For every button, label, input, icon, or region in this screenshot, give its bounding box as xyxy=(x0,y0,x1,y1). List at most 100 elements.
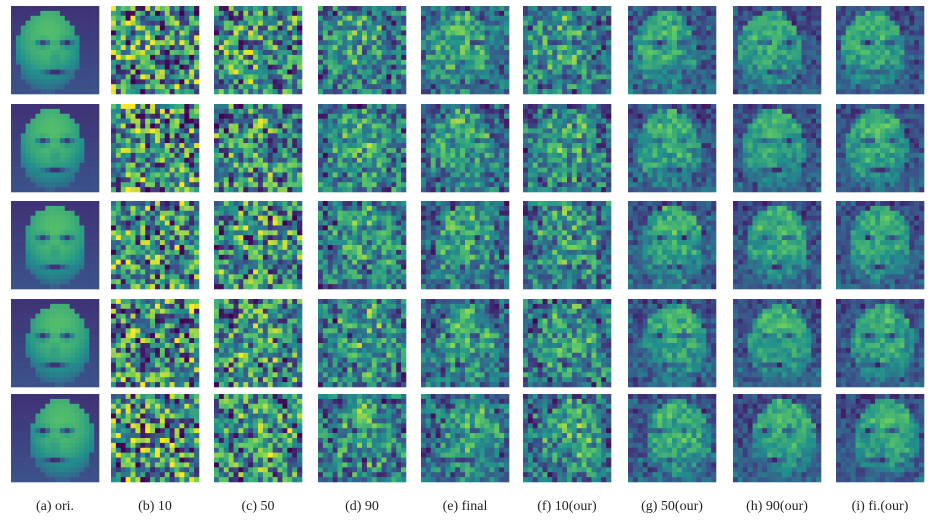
pixel xyxy=(297,124,302,129)
pixel xyxy=(84,50,89,55)
pixel xyxy=(885,6,890,11)
pixel xyxy=(441,177,446,182)
pixel xyxy=(219,109,224,114)
pixel xyxy=(767,70,772,75)
pixel xyxy=(21,133,26,138)
pixel xyxy=(711,45,716,50)
pixel xyxy=(116,114,121,119)
pixel xyxy=(179,45,184,50)
pixel xyxy=(587,128,592,133)
pixel xyxy=(194,109,199,114)
pixel xyxy=(533,50,538,55)
pixel xyxy=(194,89,199,94)
pixel xyxy=(338,177,343,182)
pixel xyxy=(150,182,155,187)
pixel xyxy=(50,143,55,148)
pixel xyxy=(70,35,75,40)
pixel xyxy=(135,60,140,65)
pixel xyxy=(263,104,268,109)
pixel xyxy=(638,11,643,16)
pixel xyxy=(890,89,895,94)
pixel xyxy=(116,26,121,31)
pixel xyxy=(450,35,455,40)
pixel xyxy=(111,138,116,143)
pixel xyxy=(470,65,475,70)
pixel xyxy=(170,50,175,55)
pixel xyxy=(121,30,126,35)
pixel xyxy=(648,6,653,11)
pixel xyxy=(875,30,880,35)
pixel xyxy=(382,21,387,26)
pixel xyxy=(234,138,239,143)
pixel xyxy=(591,84,596,89)
pixel xyxy=(753,60,758,65)
pixel xyxy=(767,21,772,26)
pixel xyxy=(890,60,895,65)
pixel xyxy=(367,74,372,79)
pixel xyxy=(696,124,701,129)
pixel xyxy=(372,35,377,40)
pixel xyxy=(782,26,787,31)
pixel xyxy=(421,158,426,163)
pixel xyxy=(460,133,465,138)
pixel xyxy=(21,45,26,50)
pixel xyxy=(485,177,490,182)
pixel xyxy=(65,182,70,187)
pixel xyxy=(377,84,382,89)
pixel xyxy=(258,124,263,129)
pixel xyxy=(480,89,485,94)
pixel xyxy=(65,79,70,84)
pixel xyxy=(65,133,70,138)
pixel xyxy=(352,153,357,158)
pixel xyxy=(465,16,470,21)
pixel xyxy=(475,50,480,55)
pixel xyxy=(140,65,145,70)
pixel xyxy=(426,148,431,153)
pixel xyxy=(465,11,470,16)
pixel xyxy=(567,30,572,35)
pixel xyxy=(421,35,426,40)
pixel xyxy=(238,26,243,31)
pixel xyxy=(733,35,738,40)
pixel xyxy=(145,138,150,143)
pixel xyxy=(121,84,126,89)
pixel xyxy=(591,153,596,158)
pixel xyxy=(480,109,485,114)
pixel xyxy=(382,158,387,163)
pixel xyxy=(538,35,543,40)
pixel xyxy=(562,109,567,114)
pixel xyxy=(890,84,895,89)
pixel xyxy=(489,16,494,21)
pixel xyxy=(297,172,302,177)
pixel xyxy=(338,45,343,50)
pixel xyxy=(263,133,268,138)
pixel xyxy=(189,168,194,173)
pixel xyxy=(248,74,253,79)
pixel xyxy=(677,60,682,65)
pixel xyxy=(753,74,758,79)
pixel xyxy=(263,21,268,26)
pixel xyxy=(528,153,533,158)
pixel xyxy=(801,84,806,89)
pixel xyxy=(601,74,606,79)
pixel xyxy=(367,168,372,173)
pixel xyxy=(89,55,94,60)
pixel xyxy=(234,148,239,153)
pixel xyxy=(273,158,278,163)
pixel xyxy=(706,79,711,84)
pixel xyxy=(450,109,455,114)
pixel xyxy=(126,172,131,177)
pixel xyxy=(184,89,189,94)
pixel xyxy=(533,153,538,158)
pixel xyxy=(441,50,446,55)
pixel xyxy=(633,104,638,109)
pixel xyxy=(606,65,611,70)
pixel xyxy=(65,11,70,16)
pixel xyxy=(367,55,372,60)
pixel xyxy=(787,45,792,50)
pixel xyxy=(904,30,909,35)
pixel xyxy=(909,74,914,79)
pixel xyxy=(65,119,70,124)
pixel xyxy=(499,187,504,192)
pixel xyxy=(591,35,596,40)
